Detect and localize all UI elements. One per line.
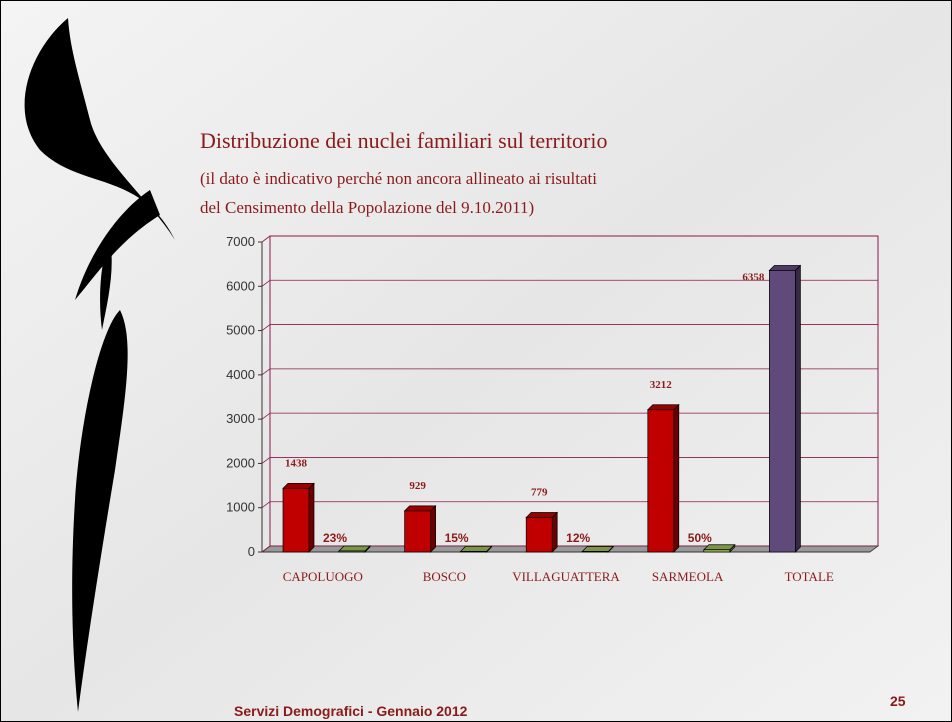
y-tick-label: 3000 (226, 411, 255, 426)
bar-top (339, 546, 370, 551)
bar (283, 488, 309, 552)
page-number: 25 (890, 693, 906, 709)
x-tick-label: CAPOLUOGO (283, 569, 363, 584)
x-tick-label: BOSCO (423, 569, 466, 584)
value-label: 15% (445, 531, 469, 545)
bar (704, 550, 730, 552)
bar (648, 410, 674, 552)
value-label: 3212 (650, 379, 673, 391)
y-tick-label: 0 (248, 544, 255, 559)
slide: Distribuzione dei nuclei familiari sul t… (0, 0, 952, 722)
value-label: 929 (409, 480, 426, 492)
footer-text: Servizi Demografici - Gennaio 2012 (234, 703, 468, 719)
y-tick-label: 5000 (226, 323, 255, 338)
bar-top (704, 545, 735, 550)
bar-side (309, 483, 314, 552)
value-label: 50% (688, 531, 712, 545)
subtitle-line: (il dato è indicativo perché non ancora … (200, 169, 597, 188)
bar (582, 551, 608, 552)
bar (339, 551, 365, 552)
x-tick-label: SARMEOLA (652, 569, 724, 584)
bar-side (674, 405, 679, 552)
bar-top (769, 265, 800, 270)
x-tick-label: VILLAGUATTERA (512, 569, 620, 584)
bar-side (552, 513, 557, 552)
slide-background (1, 1, 952, 722)
bar-top (526, 513, 557, 518)
bar-side (431, 506, 436, 552)
bar-top (405, 506, 436, 511)
value-label: 1438 (285, 457, 308, 469)
value-label: 23% (323, 531, 347, 545)
y-tick-label: 2000 (226, 455, 255, 470)
bar (526, 518, 552, 552)
bar (405, 511, 431, 552)
bar-top (648, 405, 679, 410)
bar (461, 551, 487, 552)
bar-top (283, 483, 314, 488)
subtitle-line: del Censimento della Popolazione del 9.1… (200, 198, 534, 217)
y-tick-label: 7000 (226, 234, 255, 249)
bar-side (795, 265, 800, 552)
value-label: 6358 (742, 271, 765, 283)
x-tick-label: TOTALE (785, 569, 834, 584)
y-tick-label: 1000 (226, 500, 255, 515)
bar (769, 270, 795, 552)
bar-top (461, 546, 492, 551)
value-label: 12% (566, 531, 590, 545)
value-label: 779 (531, 487, 548, 499)
bar-top (582, 546, 613, 551)
y-tick-label: 4000 (226, 367, 255, 382)
slide-title: Distribuzione dei nuclei familiari sul t… (200, 128, 608, 153)
y-tick-label: 6000 (226, 278, 255, 293)
